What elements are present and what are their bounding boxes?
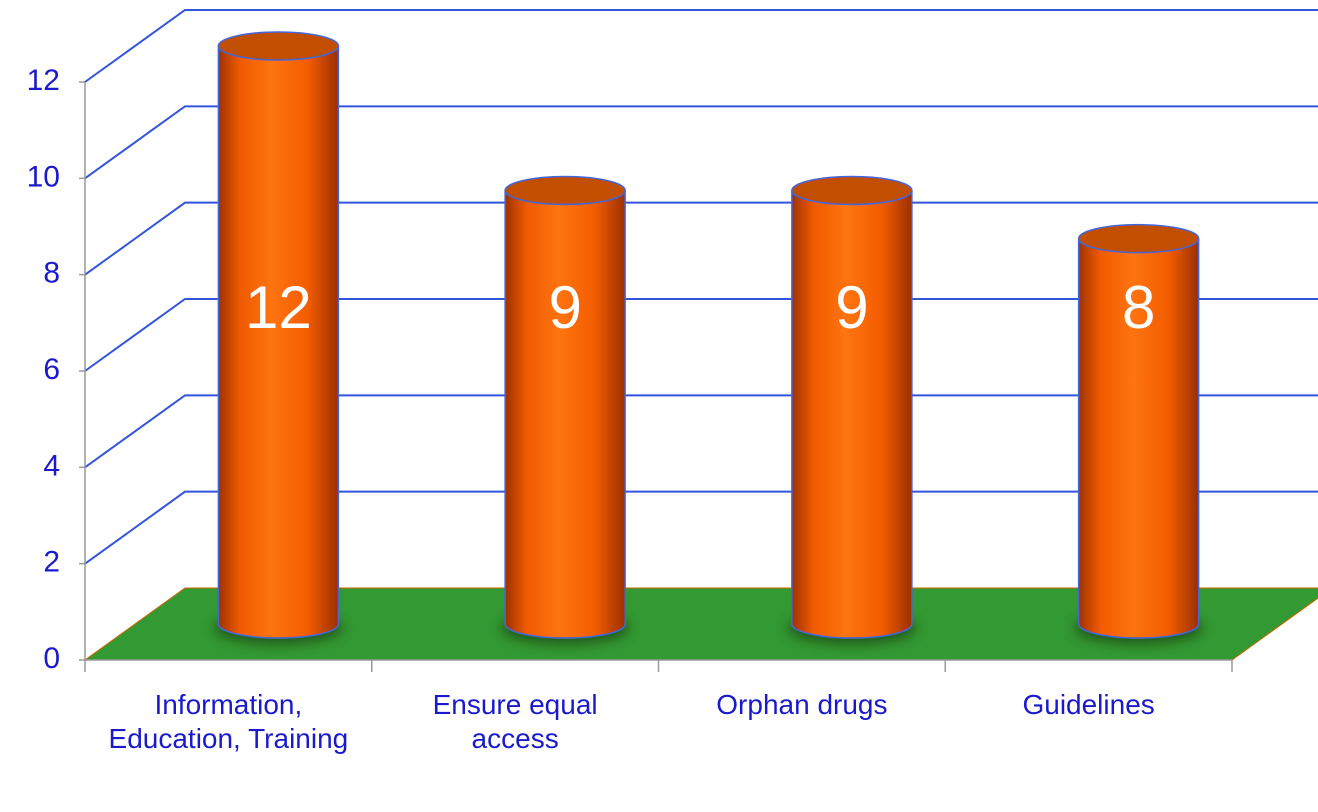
bar-top [504,175,626,206]
y-tick-label: 6 [43,353,60,386]
grid-line [84,201,1318,276]
bar [217,45,340,639]
grid-line [84,105,1318,180]
y-tick-label: 8 [43,257,60,290]
y-tick-label: 12 [27,64,60,97]
grid-line [84,394,1318,469]
x-tick-label: Information, Education, Training [108,689,349,754]
bar [504,189,626,639]
value-label: 9 [548,274,581,341]
grid-line [84,298,1318,372]
grid-line [84,490,1318,565]
bar-top [791,175,913,206]
value-label: 8 [1122,274,1155,341]
value-label: 12 [245,274,312,341]
bar [791,189,913,639]
grid-line [84,9,1318,83]
y-tick-label: 10 [27,160,60,193]
x-tick-label: Orphan drugs [716,689,888,720]
bar-top [217,31,340,61]
y-tick-label: 4 [43,449,60,482]
x-tick-label: Guidelines [1022,689,1155,720]
x-tick-label: Ensure equal access [432,689,598,754]
value-label: 9 [835,274,868,341]
y-tick-label: 0 [43,642,60,675]
y-tick-label: 2 [43,546,60,579]
bar [1077,237,1200,639]
bar-top [1077,223,1200,254]
